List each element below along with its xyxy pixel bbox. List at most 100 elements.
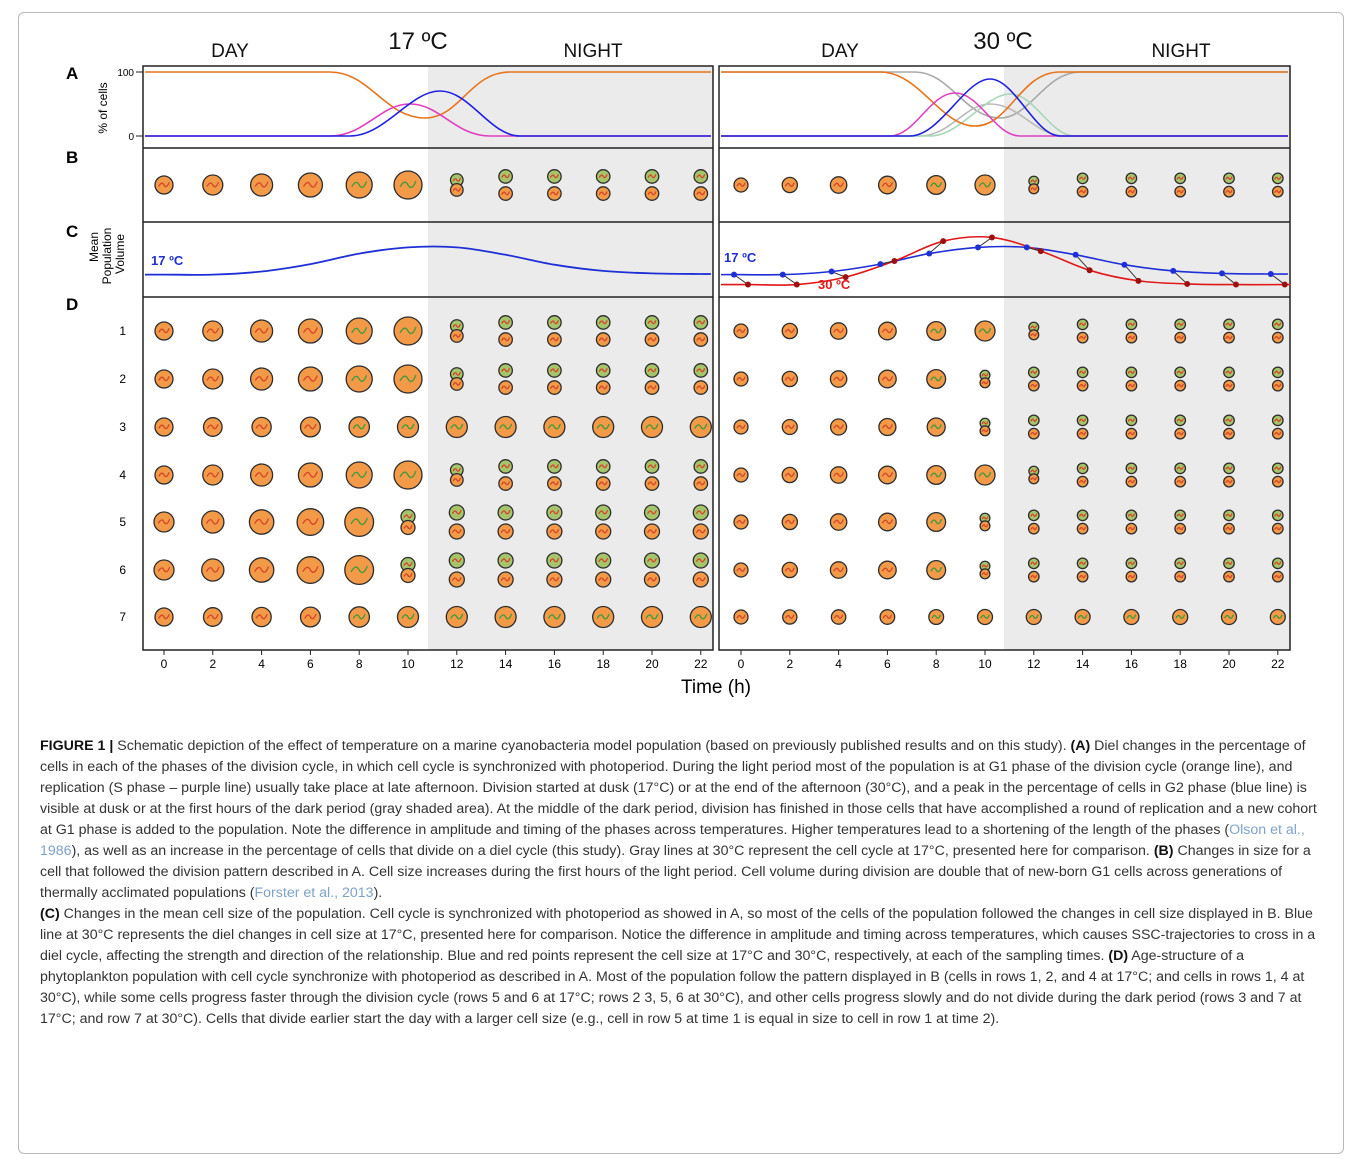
b-cell-right-t9 [1174, 172, 1187, 198]
d-cell-right-r5-t11 [1271, 509, 1284, 535]
d-cell-right-r5-t8-top [1125, 509, 1138, 522]
d-cell-left-r3-t9 [592, 415, 615, 439]
d-cell-left-r3-t6 [445, 415, 468, 439]
d-cell-left-r5-t5-bottom [400, 519, 416, 536]
d-cell-left-r5-t11 [692, 504, 709, 540]
d-cell-left-r7-t8 [543, 605, 566, 629]
d-cell-left-r4-t11 [693, 459, 709, 491]
d-cell-left-r2-t7-bottom [498, 380, 514, 395]
c-right-label-17: 17 ºC [724, 250, 757, 265]
d-cell-right-r6-t2 [829, 561, 848, 579]
panel-label-a: A [66, 64, 78, 83]
c-point-30-4 [940, 238, 947, 245]
d-cell-left-r3-t3 [299, 416, 321, 438]
c-point-30-7 [1086, 267, 1093, 274]
d-cell-left-r5-t11-top [692, 504, 709, 521]
a-left-g1-line [145, 71, 711, 119]
x-axis-label: Time (h) [681, 677, 751, 698]
a-right-gray-ref-1 [721, 71, 1288, 119]
d-cell-right-r4-t8-top [1125, 462, 1138, 475]
caption-paragraph-1: FIGURE 1 | Schematic depiction of the ef… [40, 736, 1330, 904]
panel-borders [142, 65, 1291, 651]
x-tick-left-4: 4 [258, 657, 265, 671]
b-cell-right-t7 [1076, 172, 1089, 198]
d-cell-right-r1-t1 [781, 322, 799, 340]
d-cell-right-r6-t10-bottom [1223, 570, 1235, 583]
d-cell-left-r6-t7-bottom [497, 571, 514, 588]
c-point-17-8 [1121, 261, 1128, 268]
c-point-17-9 [1170, 267, 1177, 274]
x-tick-right-4: 4 [835, 657, 842, 671]
d-cell-right-r3-t9 [1174, 414, 1187, 440]
right-temperature-title: 30 ºC [973, 28, 1032, 55]
c-point-17-11 [1267, 271, 1274, 278]
d-cell-left-r2-t11 [693, 363, 709, 395]
d-cell-right-r3-t10-bottom [1223, 427, 1235, 440]
d-cell-left-r4-t3 [297, 462, 324, 488]
d-cell-left-r5-t9 [595, 504, 612, 540]
c-point-17-6 [1023, 244, 1030, 251]
c-right-30-line [720, 235, 1291, 286]
d-cell-right-r5-t9-bottom [1174, 522, 1187, 535]
c-point-30-11 [1281, 281, 1288, 288]
d-cell-right-r6-t8-bottom [1125, 570, 1138, 583]
d-cell-left-r5-t9-bottom [595, 523, 612, 540]
d-cell-left-r7-t9 [592, 605, 615, 629]
d-cell-right-r4-t9 [1174, 462, 1187, 488]
d-cell-right-r1-t8 [1125, 318, 1138, 344]
b-cell-left-t6 [449, 173, 464, 197]
a-right-g2-line [721, 78, 1288, 137]
night-shading [428, 66, 1290, 650]
d-cell-right-r2-t5-top [979, 369, 991, 381]
d-cell-right-r4-t7 [1076, 462, 1089, 488]
b-cell-right-t4 [926, 174, 947, 196]
c-point-17-3 [877, 261, 884, 268]
d-cell-left-r1-t0 [154, 321, 174, 341]
d-cell-left-r5-t8-top [546, 504, 563, 521]
d-cell-right-r3-t8-top [1125, 414, 1138, 427]
c-point-17-0 [731, 271, 737, 278]
d-cell-left-r4-t8 [547, 459, 562, 491]
d-cell-left-r5-t1 [201, 510, 225, 534]
b-cell-right-t6 [1028, 175, 1040, 195]
d-cell-left-r5-t7-top [497, 504, 514, 521]
caption-d-label: (D) [1108, 948, 1129, 964]
c-point-30-6 [1037, 248, 1044, 255]
d-cell-right-r3-t5-bottom [979, 425, 991, 437]
d-cell-right-r3-t2 [829, 418, 848, 436]
c-point-30-1 [793, 281, 800, 288]
d-cell-right-r1-t7-bottom [1076, 331, 1089, 344]
a-tick-100: 100 [117, 68, 134, 79]
d-cell-right-r6-t10-top [1223, 557, 1235, 570]
d-cell-right-r6-t11-bottom [1271, 570, 1284, 583]
caption-b-ref-link[interactable]: Forster et al., 2013 [254, 885, 374, 901]
d-cell-left-r5-t8 [546, 504, 563, 540]
d-cell-left-r5-t4 [344, 506, 375, 538]
d-cell-left-r1-t9 [595, 315, 611, 347]
row-label-6: 6 [119, 563, 126, 577]
d-cell-left-r2-t10 [644, 363, 660, 395]
d-cell-right-r4-t8 [1125, 462, 1138, 488]
b-cell-right-t8-top [1125, 172, 1138, 185]
d-cell-right-r3-t0 [733, 419, 749, 435]
d-cell-right-r6-t10 [1223, 557, 1235, 583]
d-cell-right-r4-t3 [877, 465, 897, 485]
d-cell-left-r3-t11 [689, 415, 712, 439]
row-label-2: 2 [119, 372, 126, 386]
d-cell-left-r5-t10-bottom [643, 523, 661, 540]
d-cell-right-r6-t0 [733, 562, 749, 578]
x-tick-left-16: 16 [548, 657, 562, 671]
d-cell-right-r2-t8-bottom [1125, 379, 1138, 392]
d-cell-right-r5-t7 [1076, 509, 1089, 535]
d-cell-left-r6-t11 [692, 552, 709, 588]
d-cell-left-r4-t10-top [644, 459, 660, 474]
d-cell-left-r6-t10-bottom [643, 571, 661, 588]
d-cell-right-r2-t4 [926, 368, 947, 390]
d-cell-right-r3-t1 [781, 418, 798, 436]
d-cell-left-r1-t10-bottom [644, 332, 660, 347]
a-ylabel: % of cells [96, 82, 110, 133]
d-cell-right-r4-t11-top [1271, 462, 1284, 475]
caption-a-ref-link[interactable]: Olson et al., 1986 [40, 822, 1305, 859]
d-cell-right-r6-t1 [781, 561, 799, 579]
d-cell-right-r2-t9 [1174, 366, 1187, 392]
